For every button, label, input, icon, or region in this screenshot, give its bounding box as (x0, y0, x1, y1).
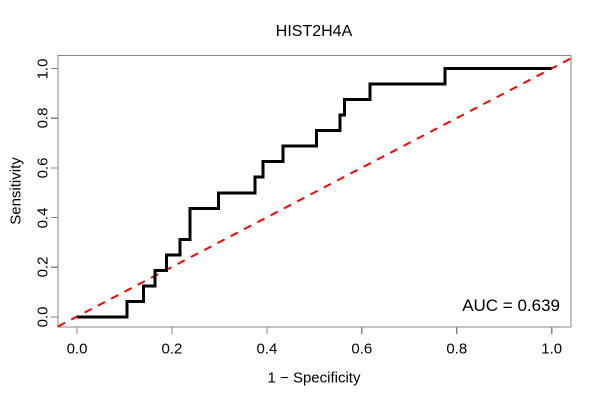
x-axis-label: 1 − Specificity (267, 369, 361, 387)
x-tick-label: 1.0 (541, 340, 563, 358)
x-tick-label: 0.2 (161, 340, 183, 358)
y-tick-label: 0.2 (34, 256, 52, 278)
roc-curve (77, 67, 552, 319)
y-tick-label: 0.8 (34, 107, 52, 129)
chart-title: HIST2H4A (275, 23, 353, 40)
x-tick-label: 0.6 (351, 340, 373, 358)
chance-diagonal-line (57, 57, 572, 328)
x-tick-label: 0.0 (66, 340, 88, 358)
y-tick-label: 0.6 (34, 157, 52, 179)
axis-ticks (51, 67, 553, 334)
x-tick-label: 0.4 (256, 340, 278, 358)
plot-frame (57, 55, 572, 328)
y-axis-label: Sensitivity (7, 157, 25, 225)
y-tick-label: 0.4 (34, 207, 52, 229)
auc-annotation: AUC = 0.639 (462, 296, 560, 315)
y-tick-label: 0.0 (34, 306, 52, 328)
y-tick-label: 1.0 (34, 58, 52, 79)
x-tick-label: 0.8 (446, 340, 468, 358)
